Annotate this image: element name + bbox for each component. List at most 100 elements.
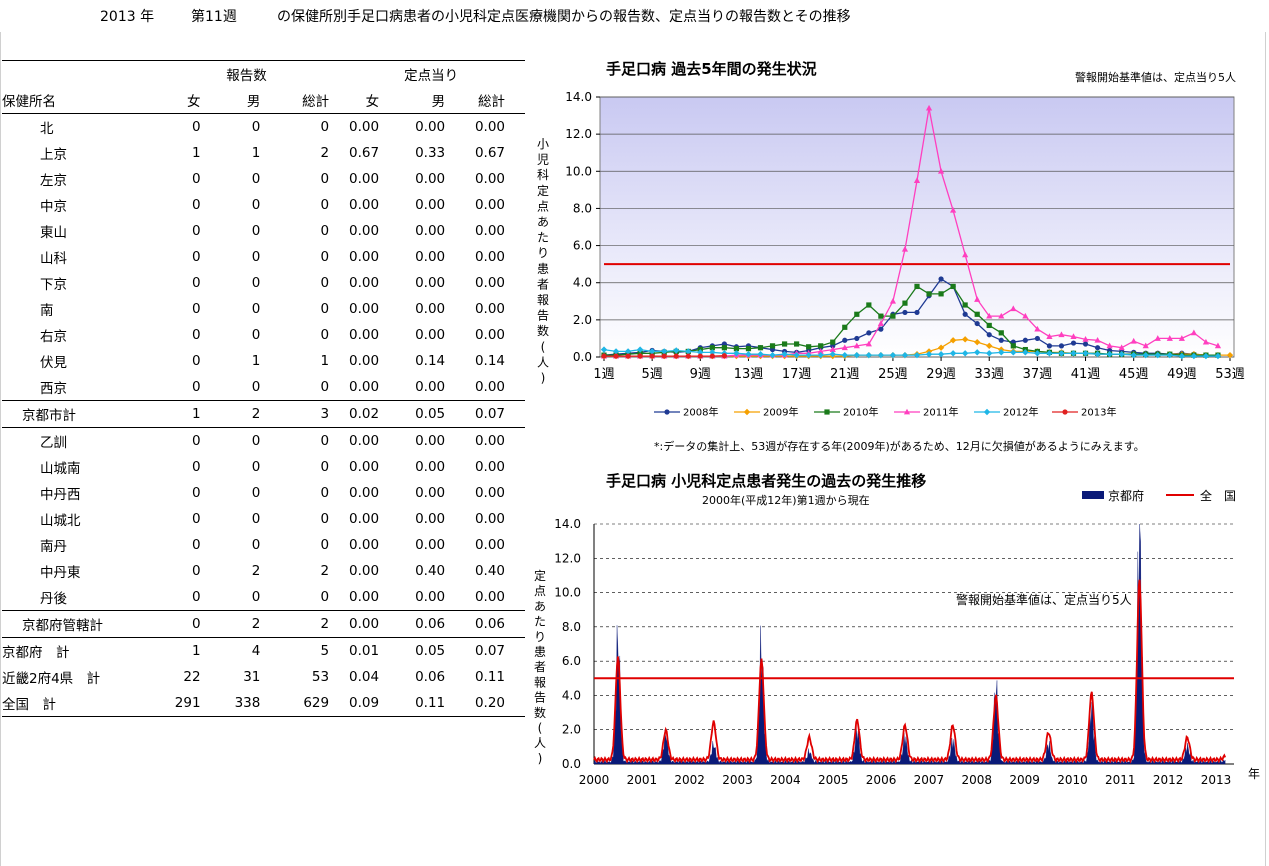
data-point [1094,351,1101,358]
chart1-title: 手足口病 過去5年間の発生状況 [606,60,817,78]
cell-name: 乙訓 [2,427,152,454]
chart1-footnote: *:データの集計上、53週が存在する年(2009年)があるため、12月に欠損値が… [654,439,1145,453]
cell-pf: 0.00 [349,249,380,265]
data-point [1010,343,1016,349]
cell-f: 0 [151,610,217,638]
x-tick-label: 33週 [974,367,1004,382]
table-row: 全国 計 291 338 629 0.09 0.11 0.20 [2,690,525,717]
data-point [637,353,643,359]
header-pf: 女 [333,87,398,114]
data-point [914,283,920,290]
cell-pf: 0.00 [349,275,380,291]
cell-f: 1 [151,400,217,428]
cell-f: 0 [191,563,201,579]
frame-left [0,32,1,866]
legend-label: 2012年 [1003,406,1038,419]
cell-name: 伏見 [40,355,67,371]
chart1-legend: 2008年 2009年 2010年 2011年 2012年 2013年 [654,406,1116,419]
x-tick-label: 17週 [782,367,812,382]
data-point [889,297,897,304]
cell-pf: 0.00 [349,327,380,343]
table-row: 乙訓 0 0 0 0.00 0.00 0.00 [2,427,525,454]
y-tick-label: 2.0 [562,723,581,737]
ylabel-char: 数 [537,323,549,338]
data-point [877,351,885,359]
series-line [603,348,1218,357]
data-point [757,345,764,351]
data-point [998,330,1004,336]
x-tick-label: 29週 [926,367,956,382]
cell-pf: 0.00 [349,301,380,317]
x-tick-label: 2012 [1153,773,1184,787]
cell-pm: 0.00 [415,589,446,605]
data-point [1154,351,1161,359]
data-point [903,408,911,415]
table-row: 南丹 0 0 0 0.00 0.00 0.00 [2,532,525,558]
cell-t: 53 [311,669,330,685]
series-5 [601,353,727,359]
cell-name: 北 [40,121,54,137]
cell-name: 中丹西 [40,487,81,503]
cell-pm: 0.00 [415,537,446,553]
data-point [914,309,920,316]
table-row: 中丹東 0 2 2 0.00 0.40 0.40 [2,558,525,584]
y-tick-label: 4.0 [573,276,592,290]
cell-t: 0 [320,379,330,395]
data-point [1034,335,1040,342]
cell-t: 0 [320,301,330,317]
data-point [983,408,991,416]
cell-m: 0 [216,427,277,454]
data-point [1154,335,1161,341]
data-point [1106,342,1113,349]
page-title-week: 第11週 [191,9,237,25]
cell-pm: 0.11 [397,690,466,717]
cell-t: 1 [320,353,330,369]
data-point [1190,329,1197,336]
y-tick-label: 12.0 [554,551,581,565]
data-point [974,296,981,302]
cell-pt: 0.00 [474,537,505,553]
data-point [986,312,993,319]
cell-f: 0 [191,353,201,369]
cell-t: 0 [320,589,330,605]
cell-f: 0 [191,119,201,135]
cell-f: 0 [191,537,201,553]
data-point [950,283,956,290]
y-tick-label: 6.0 [573,239,592,253]
cell-m: 0 [251,327,261,343]
cell-f: 0 [191,275,201,291]
cell-pm: 0.05 [397,637,466,664]
cell-f: 0 [191,459,201,475]
y-tick-label: 12.0 [565,127,592,141]
legend-label: 2011年 [923,406,958,419]
cell-pm: 0.00 [415,275,446,291]
x-tick-label: 45週 [1119,367,1149,382]
header-pt: 総計 [465,87,525,114]
data-point [1070,333,1077,339]
cell-name: 山科 [40,251,67,267]
ylabel-char: 告 [537,309,549,323]
y-tick-label: 10.0 [554,586,581,600]
legend-label: 2009年 [763,406,798,419]
data-point [841,344,848,351]
data-point [685,353,691,359]
cell-pt: 0.40 [474,563,505,579]
data-point [974,320,980,327]
cell-name: 山城南 [40,461,81,477]
cell-m: 2 [216,610,277,638]
table-row: 上京 1 1 2 0.67 0.33 0.67 [2,140,525,166]
data-point [925,351,933,358]
data-point [817,348,824,354]
cell-pt: 0.00 [474,379,505,395]
cell-t: 0 [320,171,330,187]
header-name: 保健所名 [2,87,152,114]
data-point [974,311,980,317]
ylabel-char: 点 [537,199,549,213]
cell-pm: 0.00 [415,301,446,317]
y-tick-label: 6.0 [562,654,581,668]
cell-t: 0 [320,119,330,135]
header-m: 男 [216,87,277,114]
cell-m: 338 [216,690,277,717]
data-point [697,353,703,359]
data-point [877,320,884,326]
